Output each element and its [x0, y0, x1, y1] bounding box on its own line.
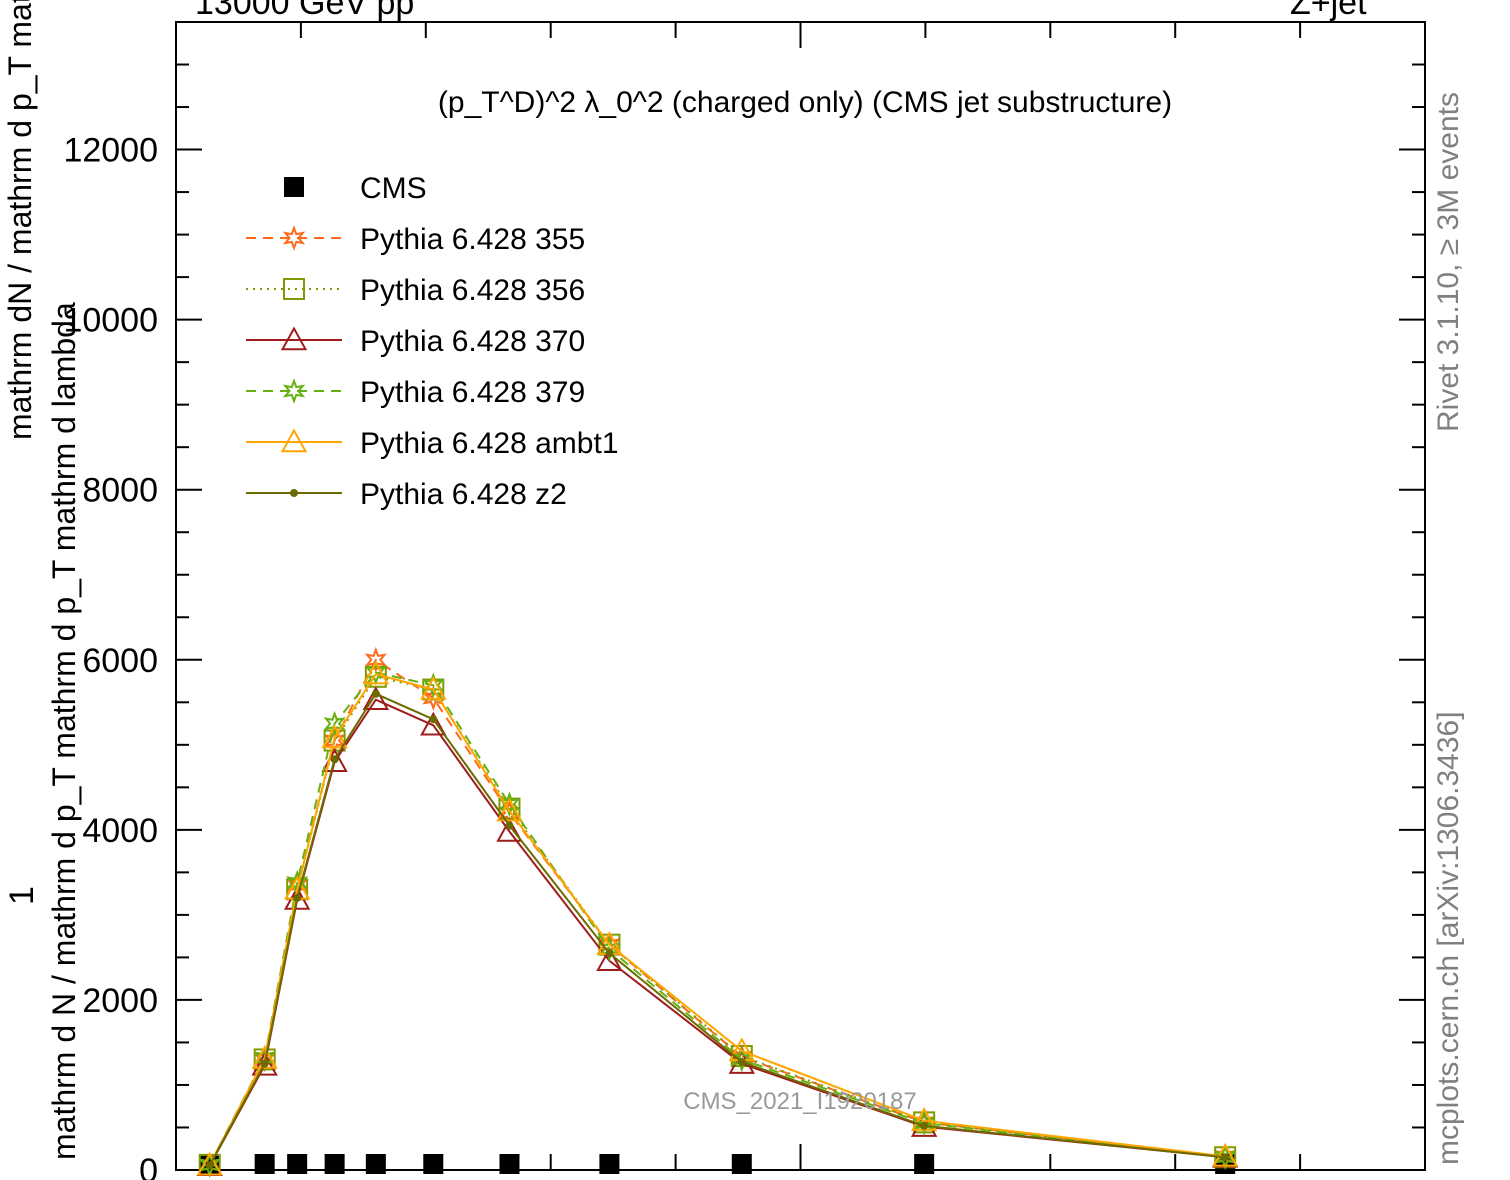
- data-point: [496, 817, 523, 842]
- series-6: [205, 689, 1230, 1170]
- data-point: [324, 1154, 345, 1174]
- y-tick-label: 0: [139, 1152, 158, 1180]
- data-point: [420, 711, 447, 736]
- legend-label: Pythia 6.428 379: [360, 376, 585, 409]
- legend-entry: Pythia 6.428 ambt1: [246, 427, 619, 460]
- data-point: [429, 715, 438, 724]
- legend-entry: Pythia 6.428 370: [246, 325, 585, 358]
- data-point: [254, 1154, 275, 1174]
- legend-marker: [283, 278, 305, 300]
- y-tick-label: 10000: [63, 302, 158, 340]
- legend-marker: [284, 177, 304, 197]
- legend-label: Pythia 6.428 z2: [360, 478, 567, 511]
- data-point: [364, 646, 388, 673]
- energy-label: 13000 GeV pp: [195, 0, 415, 22]
- data-point: [920, 1121, 929, 1130]
- series-line: [208, 675, 1226, 1166]
- data-point: [1221, 1153, 1230, 1162]
- legend-marker: [282, 378, 306, 404]
- data-point: [196, 1151, 223, 1176]
- data-point: [323, 710, 346, 737]
- legend: CMS Pythia 6.428 355 Pythia 6.428 356 Pythi…: [246, 172, 619, 511]
- data-point: [505, 821, 514, 830]
- data-point: [498, 791, 521, 818]
- legend-marker: [290, 489, 298, 497]
- y-tick-labels: 0 2000 4000 6000 8000 10000 12000: [63, 132, 158, 1180]
- data-point: [737, 1058, 746, 1067]
- data-point: [260, 1059, 269, 1068]
- data-point: [362, 686, 390, 710]
- data-point: [1211, 1142, 1239, 1167]
- data-point: [499, 1154, 520, 1174]
- series-layer: [196, 646, 1239, 1178]
- data-point: [731, 1154, 752, 1174]
- y-tick-label: 12000: [63, 132, 158, 170]
- data-point: [1213, 1144, 1237, 1171]
- analysis-label: CMS_2021_I1920187: [683, 1088, 917, 1115]
- data-point: [605, 949, 614, 958]
- data-point: [423, 1154, 444, 1174]
- rivet-version-label: Rivet 3.1.10, ≥ 3M events: [1432, 92, 1465, 432]
- y-tick-label: 4000: [82, 812, 158, 850]
- legend-marker: [280, 428, 308, 453]
- data-point: [251, 1051, 278, 1076]
- data-point: [205, 1161, 214, 1170]
- source-label: mcplots.cern.ch [arXiv:1306.3436]: [1432, 711, 1465, 1165]
- legend-entry: Pythia 6.428 356: [246, 274, 585, 307]
- data-point: [596, 947, 623, 972]
- legend-label: CMS: [360, 172, 427, 205]
- data-point: [422, 672, 445, 699]
- data-point: [599, 1154, 620, 1174]
- legend-label: Pythia 6.428 ambt1: [360, 427, 619, 460]
- series-5: [196, 660, 1239, 1176]
- data-point: [287, 1154, 308, 1174]
- legend-entry: Pythia 6.428 379: [246, 376, 585, 409]
- legend-entry: CMS: [284, 172, 427, 205]
- y-axis-label-line2: mathrm d N / mathrm d p_T mathrm d p_T m…: [46, 302, 82, 1160]
- legend-marker: [280, 326, 308, 351]
- data-point: [910, 1107, 938, 1131]
- y-tick-label: 8000: [82, 472, 158, 510]
- y-axis-label-fraction: 1: [3, 886, 41, 905]
- legend-label: Pythia 6.428 370: [360, 325, 585, 358]
- y-axis-label-line1: mathrm dN / mathrm d p_T mathrm dN: [2, 0, 38, 440]
- data-point: [321, 724, 348, 749]
- series-line: [208, 673, 1226, 1166]
- y-tick-label: 2000: [82, 982, 158, 1020]
- data-point: [598, 936, 621, 962]
- y-tick-label: 6000: [82, 642, 158, 680]
- chart-title: (p_T^D)^2 λ_0^2 (charged only) (CMS jet …: [438, 86, 1172, 119]
- data-point: [251, 1045, 278, 1069]
- process-label: Z+jet: [1290, 0, 1367, 22]
- data-point: [496, 797, 523, 822]
- data-point: [293, 893, 302, 902]
- data-point: [728, 1050, 755, 1074]
- data-point: [914, 1154, 935, 1174]
- data-point: [362, 660, 390, 685]
- legend-marker: [282, 225, 306, 251]
- data-point: [365, 1154, 386, 1174]
- legend-label: Pythia 6.428 356: [360, 274, 585, 307]
- legend-entry: Pythia 6.428 z2: [246, 478, 567, 511]
- legend-entry: Pythia 6.428 355: [246, 223, 585, 256]
- legend-label: Pythia 6.428 355: [360, 223, 585, 256]
- data-point: [420, 675, 447, 700]
- data-point: [371, 689, 380, 698]
- data-point: [330, 755, 339, 764]
